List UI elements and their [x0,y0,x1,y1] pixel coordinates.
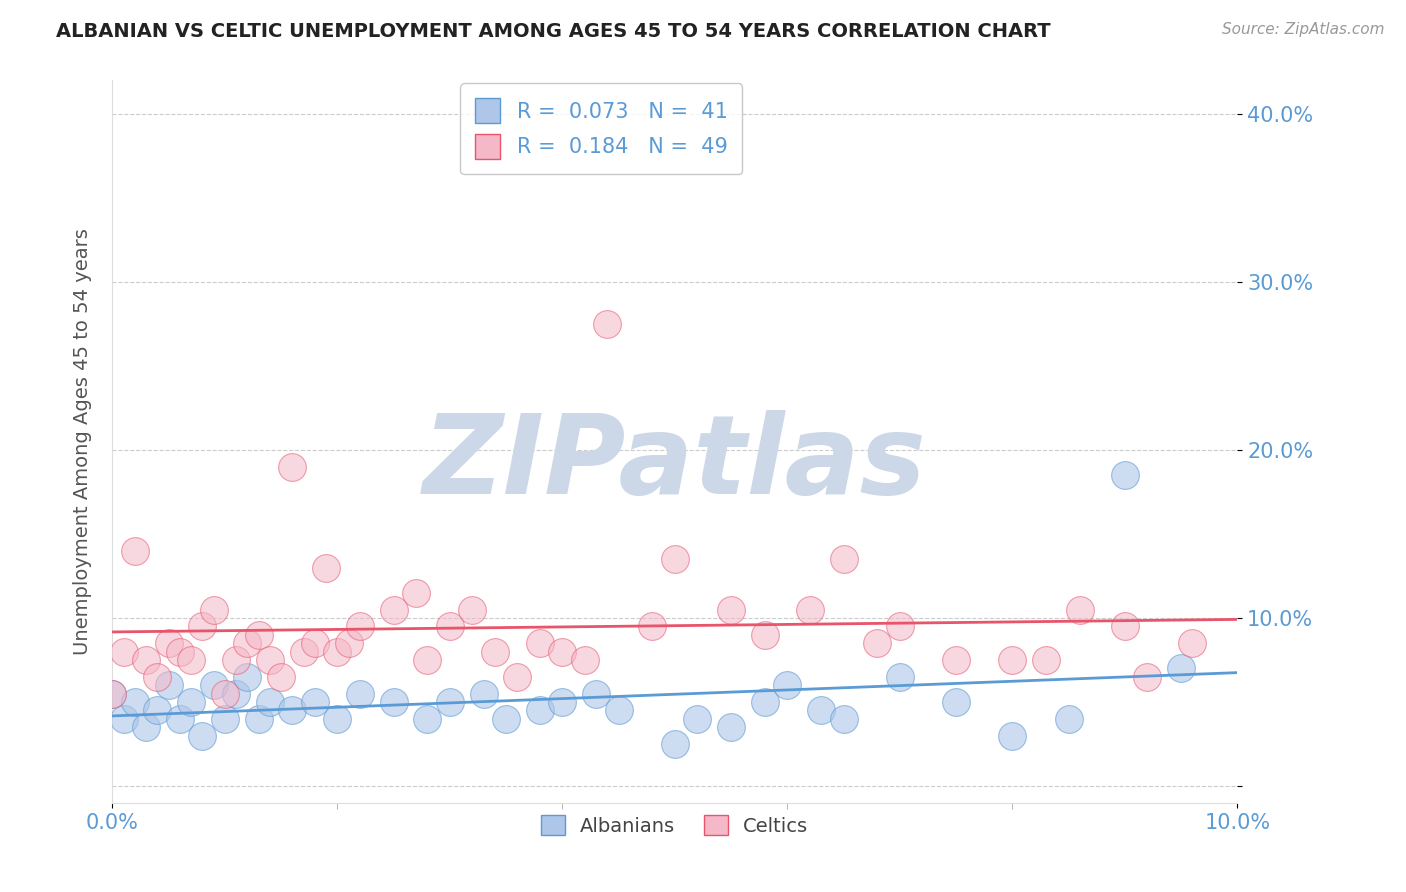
Y-axis label: Unemployment Among Ages 45 to 54 years: Unemployment Among Ages 45 to 54 years [73,228,91,655]
Point [225,687,247,701]
Point [945,695,967,709]
Point [382,695,405,709]
Point [889,619,911,633]
Point [495,712,517,726]
Point [135,720,157,734]
Point [799,602,821,616]
Point [112,712,135,726]
Point [439,619,461,633]
Point [1035,653,1057,667]
Point [585,687,607,701]
Point [112,644,135,658]
Point [101,687,124,701]
Point [135,653,157,667]
Point [832,712,855,726]
Point [180,653,202,667]
Point [405,586,427,600]
Point [664,552,686,566]
Point [304,695,326,709]
Point [416,712,439,726]
Point [529,703,551,717]
Point [225,653,247,667]
Point [349,619,371,633]
Legend: Albanians, Celtics: Albanians, Celtics [533,807,817,844]
Point [124,543,146,558]
Point [236,636,259,650]
Point [146,703,169,717]
Point [754,628,776,642]
Point [146,670,169,684]
Text: Source: ZipAtlas.com: Source: ZipAtlas.com [1222,22,1385,37]
Point [1001,653,1024,667]
Point [551,644,574,658]
Point [664,737,686,751]
Point [202,678,225,692]
Point [641,619,664,633]
Point [101,687,124,701]
Point [281,703,304,717]
Point [529,636,551,650]
Point [1181,636,1204,650]
Point [247,628,270,642]
Point [191,619,214,633]
Point [157,636,180,650]
Point [1170,661,1192,675]
Point [202,602,225,616]
Point [439,695,461,709]
Text: ALBANIAN VS CELTIC UNEMPLOYMENT AMONG AGES 45 TO 54 YEARS CORRELATION CHART: ALBANIAN VS CELTIC UNEMPLOYMENT AMONG AG… [56,22,1050,41]
Point [382,602,405,616]
Point [416,653,439,667]
Point [259,653,281,667]
Point [270,670,292,684]
Point [214,712,236,726]
Point [292,644,315,658]
Point [754,695,776,709]
Point [776,678,799,692]
Point [574,653,596,667]
Point [1114,468,1136,483]
Point [326,712,349,726]
Point [484,644,506,658]
Text: ZIPatlas: ZIPatlas [423,409,927,516]
Point [326,644,349,658]
Point [945,653,967,667]
Point [315,560,337,574]
Point [281,459,304,474]
Point [169,712,191,726]
Point [236,670,259,684]
Point [596,317,619,331]
Point [720,720,742,734]
Point [124,695,146,709]
Point [1069,602,1091,616]
Point [686,712,709,726]
Point [810,703,832,717]
Point [191,729,214,743]
Point [157,678,180,692]
Point [247,712,270,726]
Point [472,687,495,701]
Point [866,636,889,650]
Point [259,695,281,709]
Point [349,687,371,701]
Point [832,552,855,566]
Point [607,703,630,717]
Point [180,695,202,709]
Point [1114,619,1136,633]
Point [1136,670,1159,684]
Point [506,670,529,684]
Point [551,695,574,709]
Point [214,687,236,701]
Point [1001,729,1024,743]
Point [304,636,326,650]
Point [169,644,191,658]
Point [720,602,742,616]
Point [1057,712,1080,726]
Point [461,602,484,616]
Point [337,636,360,650]
Point [889,670,911,684]
